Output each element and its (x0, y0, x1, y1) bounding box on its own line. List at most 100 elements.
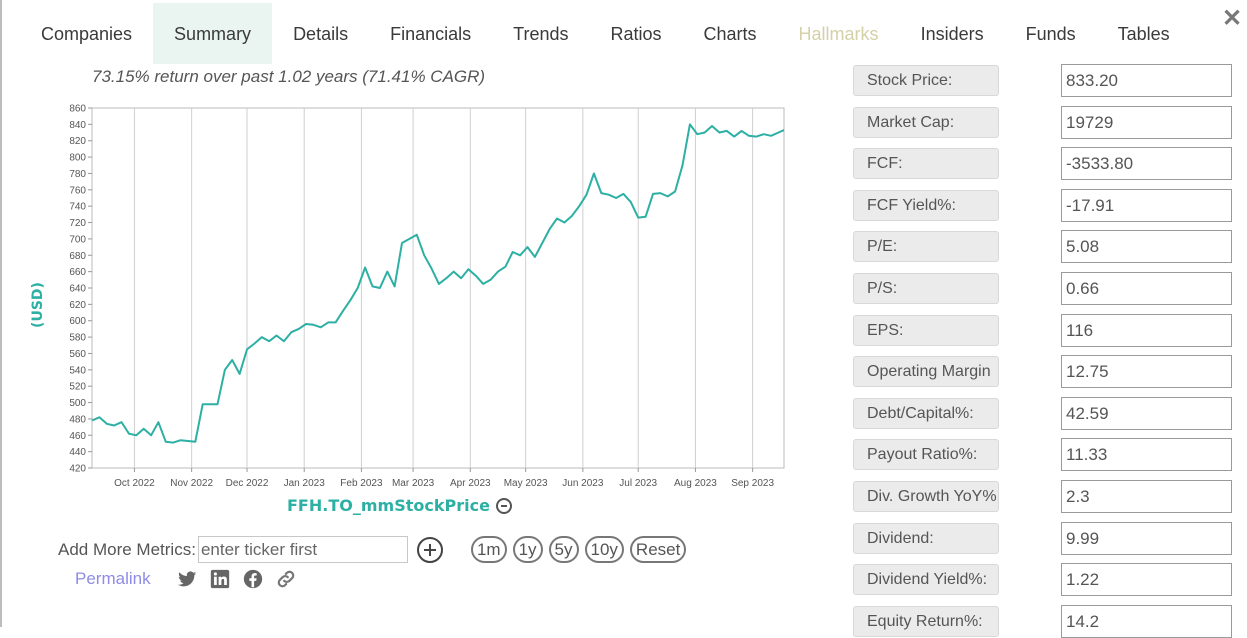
tab-summary[interactable]: Summary (153, 3, 273, 64)
metric-label-dividend: Dividend: (853, 522, 999, 554)
add-metrics-row: Add More Metrics: 1m 1y 5y 10y Reset (58, 536, 687, 563)
x-tick-label: Mar 2023 (392, 478, 435, 489)
facebook-icon[interactable] (242, 568, 264, 590)
x-tick-label: Aug 2023 (674, 478, 717, 489)
y-tick-label: 760 (69, 185, 86, 196)
series-legend: FFH.TO_mmStockPrice (287, 496, 512, 515)
metric-value-dividend-yield: 1.22 (1061, 563, 1232, 597)
x-tick-label: Sep 2023 (731, 478, 774, 489)
y-tick-label: 480 (69, 414, 86, 425)
series-line (91, 123, 785, 444)
y-tick-label: 800 (69, 153, 86, 164)
metric-value-equity-return: 14.2 (1061, 604, 1232, 638)
metric-value-p-s: 0.66 (1061, 272, 1232, 305)
metric-value-fcf-yield: -17.91 (1061, 188, 1232, 222)
y-tick-label: 420 (69, 464, 86, 475)
y-tick-label: 660 (69, 267, 86, 278)
metric-value-market-cap: 19729 (1061, 105, 1232, 139)
add-metrics-label: Add More Metrics: (58, 539, 196, 559)
x-tick-label: Apr 2023 (450, 478, 491, 489)
tab-tables[interactable]: Tables (1117, 24, 1170, 44)
x-tick-label: Jan 2023 (284, 478, 326, 489)
metric-label-stock-price: Stock Price: (853, 65, 999, 96)
x-tick-label: Nov 2022 (170, 478, 213, 489)
metric-label-eps: EPS: (853, 314, 999, 346)
chart-title: 73.15% return over past 1.02 years (71.4… (92, 67, 486, 86)
metric-value-operating-margin: 12.75 (1061, 355, 1232, 389)
metric-value-p-e: 5.08 (1061, 230, 1232, 264)
x-tick-label: Dec 2022 (226, 478, 269, 489)
share-links: Permalink (75, 568, 297, 590)
metric-value-fcf: -3533.80 (1061, 147, 1232, 181)
y-tick-label: 720 (69, 218, 86, 229)
tab-insiders[interactable]: Insiders (920, 24, 984, 44)
metric-label-market-cap: Market Cap: (853, 106, 999, 138)
y-tick-label: 680 (69, 251, 86, 262)
x-tick-label: Jul 2023 (619, 478, 657, 489)
y-tick-label: 700 (69, 234, 86, 245)
metric-value-dividend: 9.99 (1061, 521, 1232, 555)
plot-area (91, 107, 785, 469)
y-tick-label: 520 (69, 382, 86, 393)
y-tick-label: 460 (69, 431, 86, 442)
metric-value-debt-capital: 42.59 (1061, 396, 1232, 430)
linkedin-icon[interactable] (209, 568, 231, 590)
metric-label-equity-return: Equity Return%: (853, 605, 999, 637)
remove-series-icon[interactable] (495, 497, 512, 514)
tab-funds[interactable]: Funds (1025, 24, 1076, 44)
link-icon[interactable] (275, 568, 297, 590)
metric-label-dividend-yield: Dividend Yield%: (853, 564, 999, 596)
reset-button[interactable]: Reset (629, 536, 687, 563)
y-tick-label: 740 (69, 202, 86, 213)
y-tick-label: 640 (69, 284, 86, 295)
ticker-input[interactable] (197, 536, 408, 563)
y-tick-label: 560 (69, 349, 86, 360)
metric-value-eps: 116 (1061, 313, 1232, 347)
metric-label-fcf: FCF: (853, 148, 999, 180)
metric-label-fcf-yield: FCF Yield%: (853, 189, 999, 221)
y-tick-label: 780 (69, 169, 86, 180)
tab-hallmarks[interactable]: Hallmarks (798, 24, 879, 44)
y-tick-label: 600 (69, 316, 86, 327)
range-5y-button[interactable]: 5y (548, 536, 579, 563)
tab-companies[interactable]: Companies (41, 24, 133, 44)
tab-trends[interactable]: Trends (513, 24, 569, 44)
metric-label-payout-ratio: Payout Ratio%: (853, 439, 999, 471)
twitter-icon[interactable] (176, 568, 198, 590)
stock-price-chart: 420 440 460 480 500 520 540 560 580 600 620 640 660 6… (30, 104, 785, 489)
window-border (0, 0, 2, 627)
range-1m-button[interactable]: 1m (470, 536, 507, 563)
tab-details[interactable]: Details (293, 24, 349, 44)
y-tick-label: 840 (69, 120, 86, 131)
metric-value-div-growth-yoy: 2.3 (1061, 480, 1232, 513)
permalink-link[interactable]: Permalink (75, 569, 151, 588)
add-metric-icon[interactable] (416, 536, 443, 563)
metric-value-payout-ratio: 11.33 (1061, 438, 1232, 472)
tab-ratios[interactable]: Ratios (610, 24, 662, 44)
metric-label-div-growth-yoy: Div. Growth YoY% (853, 481, 999, 512)
metric-label-debt-capital: Debt/Capital%: (853, 397, 999, 429)
close-icon[interactable]: ✕ (1222, 5, 1243, 32)
x-tick-label: May 2023 (504, 478, 548, 489)
tab-financials[interactable]: Financials (390, 24, 472, 44)
metric-label-operating-margin: Operating Margin (853, 356, 999, 388)
y-tick-label: 500 (69, 398, 86, 409)
metric-value-stock-price: 833.20 (1061, 64, 1232, 97)
y-tick-label: 620 (69, 300, 86, 311)
metric-label-p-s: P/S: (853, 273, 999, 304)
x-tick-label: Jun 2023 (562, 478, 604, 489)
y-tick-label: 860 (69, 104, 86, 115)
y-tick-label: 540 (69, 365, 86, 376)
range-10y-button[interactable]: 10y (584, 536, 624, 563)
y-tick-label: 440 (69, 447, 86, 458)
range-1y-button[interactable]: 1y (512, 536, 543, 563)
series-name: FFH.TO_mmStockPrice (287, 496, 490, 515)
tab-charts[interactable]: Charts (703, 24, 757, 44)
x-tick-label: Oct 2022 (114, 478, 155, 489)
y-tick-label: 580 (69, 333, 86, 344)
metric-label-p-e: P/E: (853, 231, 999, 263)
tab-bar: Companies Summary Details Financials Trends R… (20, 3, 1191, 64)
y-tick-label: 820 (69, 136, 86, 147)
x-tick-label: Feb 2023 (340, 478, 383, 489)
y-axis-label: (USD) (30, 282, 46, 328)
